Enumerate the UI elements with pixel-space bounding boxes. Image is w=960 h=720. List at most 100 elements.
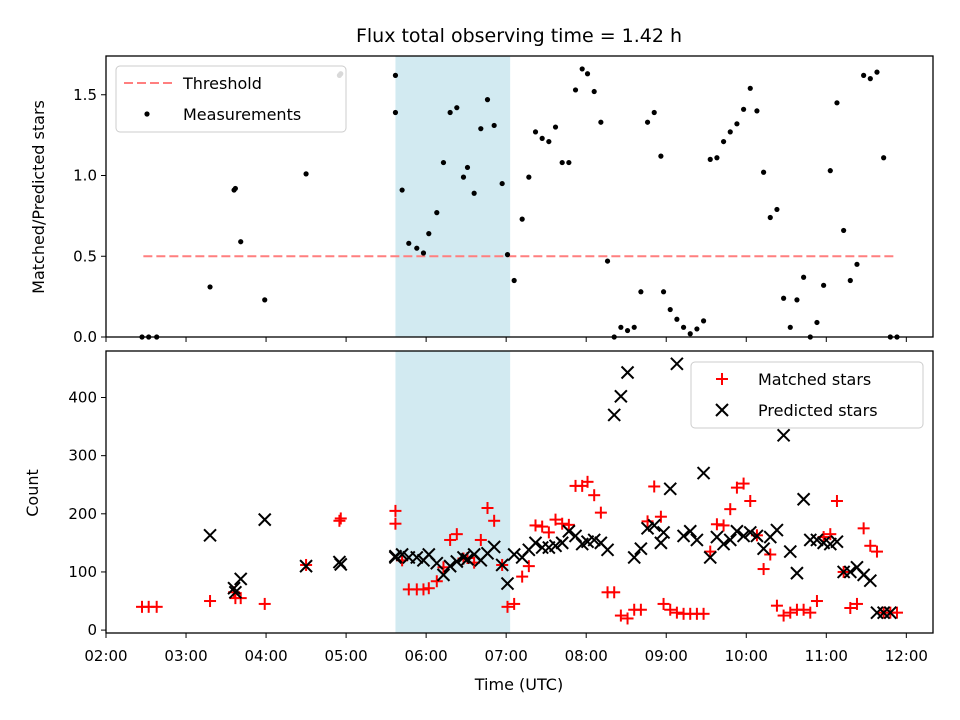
matched-star-point (334, 512, 347, 525)
matched-star-point (621, 612, 634, 625)
matched-star-point (594, 506, 607, 519)
matched-star-point (670, 606, 683, 619)
matched-star-point (864, 539, 877, 552)
measurement-point (414, 245, 420, 251)
matched-star-point (150, 600, 163, 613)
predicted-star-point (776, 428, 791, 443)
measurement-point (454, 105, 460, 111)
predicted-star-point (487, 540, 501, 554)
matched-star-point (614, 609, 627, 622)
matched-star-point (710, 518, 723, 531)
measurement-point (841, 227, 847, 234)
measurement-point (572, 87, 579, 93)
matched-star-point (697, 607, 710, 620)
x-tick-label: 05:00 (324, 647, 367, 665)
matched-star-point (784, 606, 797, 619)
predicted-star-point (750, 529, 764, 543)
measurement-point (591, 88, 597, 95)
x-tick-label: 11:00 (805, 647, 848, 665)
matched-star-point (389, 517, 402, 530)
predicted-star-point (395, 547, 409, 562)
predicted-star-point (507, 547, 521, 562)
measurement-point (460, 174, 467, 180)
matched-star-point (417, 583, 430, 596)
x-tick-label: 04:00 (244, 647, 287, 665)
measurement-point (700, 318, 707, 324)
measurement-point (667, 306, 673, 313)
measurement-point (638, 289, 644, 295)
measurement-point (854, 261, 860, 267)
matched-star-point (508, 597, 521, 610)
matched-star-point (588, 489, 601, 502)
legend-measurements-label: Measurements (183, 105, 301, 124)
predicted-star-point (614, 389, 628, 404)
predicted-star-point (690, 533, 704, 547)
measurement-point (303, 171, 309, 177)
predicted-star-point (607, 408, 621, 422)
measurement-point (526, 174, 532, 180)
chart-title: Flux total observing time = 1.42 h (356, 25, 682, 47)
measurement-point (747, 85, 753, 91)
top-y-tick-labels: 0.0 0.5 1.0 1.5 (73, 86, 106, 346)
matched-star-point (890, 606, 903, 619)
measurement-point (471, 190, 477, 196)
predicted-star-point (656, 525, 671, 540)
predicted-star-point (883, 605, 898, 620)
matched-star-point (581, 475, 594, 488)
bottom-y-tick-label: 200 (68, 505, 97, 523)
measurement-point (559, 159, 565, 166)
matched-star-point (474, 533, 487, 546)
measurement-point (511, 277, 517, 284)
predicted-star-point (299, 559, 313, 573)
measurement-point (720, 138, 727, 145)
matched-star-point (724, 503, 737, 516)
bottom-highlight-span (395, 351, 511, 633)
top-axis-ticks (105, 337, 907, 342)
matched-star-point (549, 513, 562, 526)
measurement-point (238, 239, 244, 245)
bottom-y-tick-label: 400 (68, 389, 97, 407)
matched-star-point (389, 504, 402, 517)
matched-star-point (850, 597, 863, 610)
measurement-point (491, 122, 497, 129)
predicted-star-point (568, 529, 583, 543)
predicted-star-point (410, 550, 424, 565)
predicted-star-point (528, 536, 543, 550)
bottom-axis-ticks (105, 633, 907, 638)
matched-star-point (870, 545, 883, 558)
measurement-point (484, 97, 491, 103)
predicted-star-point (555, 536, 569, 550)
matched-star-point (664, 603, 677, 616)
predicted-star-point (456, 550, 471, 565)
predicted-star-point (716, 537, 731, 551)
matched-star-point (501, 600, 514, 613)
measurement-point (579, 66, 585, 72)
matched-star-point (737, 477, 750, 490)
matched-star-point (430, 575, 443, 588)
measurement-point (707, 156, 713, 162)
measurement-point (532, 129, 539, 135)
measurement-point (552, 124, 559, 130)
matched-star-point (770, 599, 783, 612)
measurement-point (399, 187, 405, 193)
predicted-star-point (830, 535, 844, 549)
legend-matched-label: Matched stars (758, 370, 871, 389)
x-axis-label: Time (UTC) (474, 675, 563, 694)
x-tick-label: 10:00 (725, 647, 768, 665)
x-tick-label: 12:00 (885, 647, 928, 665)
measurement-point (814, 319, 820, 326)
measurement-point (658, 153, 664, 159)
matched-star-point (657, 597, 670, 610)
predicted-star-point (627, 550, 641, 565)
measurement-point (801, 274, 807, 280)
measurement-point (760, 169, 767, 175)
matched-star-point (488, 514, 501, 527)
x-tick-label: 08:00 (565, 647, 608, 665)
predicted-star-point (430, 556, 444, 570)
predicted-star-point (863, 573, 878, 588)
predicted-star-point (450, 554, 464, 569)
measurement-point (874, 69, 880, 75)
bottom-legend: Matched stars Predicted stars (690, 361, 924, 429)
measurement-point (519, 216, 525, 222)
